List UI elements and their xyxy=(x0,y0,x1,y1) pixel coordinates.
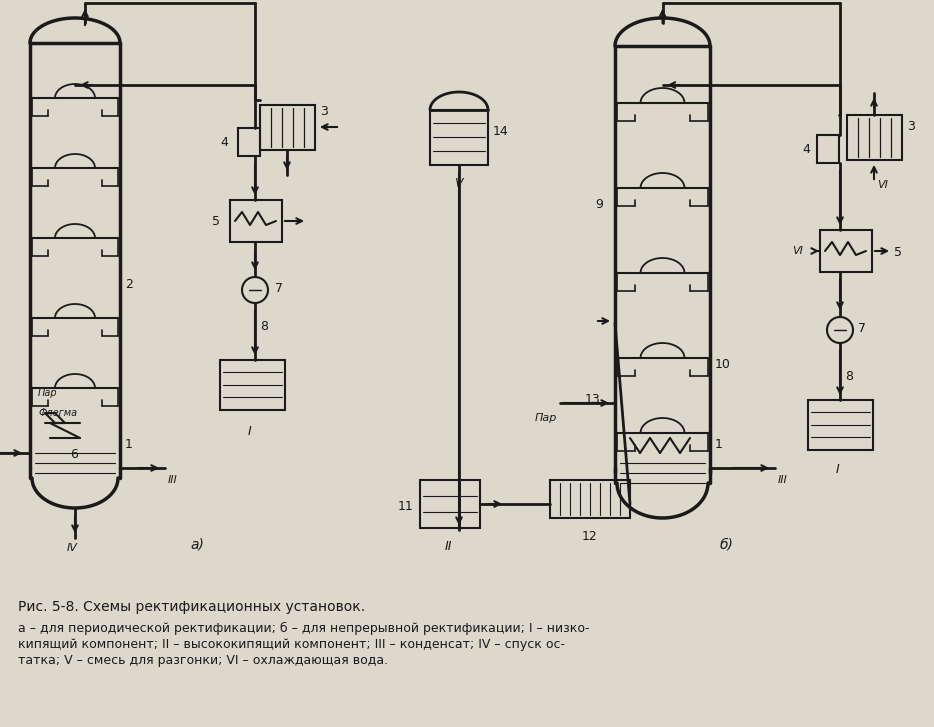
Text: 8: 8 xyxy=(845,370,853,383)
Bar xyxy=(260,105,315,150)
Text: 1: 1 xyxy=(715,438,723,451)
Text: 12: 12 xyxy=(582,530,598,543)
Circle shape xyxy=(827,317,853,343)
Text: 4: 4 xyxy=(220,136,228,149)
Text: Пар: Пар xyxy=(38,388,58,398)
Bar xyxy=(220,360,285,410)
Bar xyxy=(817,135,839,163)
Text: 4: 4 xyxy=(802,143,810,156)
Text: 6: 6 xyxy=(70,448,78,461)
Bar xyxy=(820,230,872,272)
Text: VI: VI xyxy=(792,246,803,256)
Text: 2: 2 xyxy=(125,278,133,291)
Text: а): а) xyxy=(190,538,204,552)
Text: 11: 11 xyxy=(398,500,414,513)
Text: IV: IV xyxy=(67,543,78,553)
Text: 3: 3 xyxy=(320,105,328,118)
Text: Рис. 5-8. Схемы ректификационных установок.: Рис. 5-8. Схемы ректификационных установ… xyxy=(18,600,365,614)
Text: Пар: Пар xyxy=(534,413,557,423)
Text: б): б) xyxy=(720,538,734,552)
Text: 13: 13 xyxy=(585,393,601,406)
Text: II: II xyxy=(445,540,452,553)
Text: VI: VI xyxy=(877,180,888,190)
Text: I: I xyxy=(836,463,840,476)
Text: 14: 14 xyxy=(493,125,509,138)
Bar xyxy=(430,110,488,165)
Text: 5: 5 xyxy=(894,246,902,259)
Text: 10: 10 xyxy=(715,358,731,371)
Text: 7: 7 xyxy=(275,282,283,295)
Bar xyxy=(238,128,260,156)
Text: а – для периодической ректификации; б – для непрерывной ректификации; I – низко-: а – для периодической ректификации; б – … xyxy=(18,622,589,635)
Text: III: III xyxy=(778,475,787,485)
Text: 3: 3 xyxy=(907,120,915,133)
Bar xyxy=(808,400,873,450)
Text: 8: 8 xyxy=(260,320,268,333)
Text: V: V xyxy=(454,177,462,190)
Text: I: I xyxy=(248,425,251,438)
Circle shape xyxy=(242,277,268,303)
Bar xyxy=(550,480,630,518)
Bar xyxy=(230,200,282,242)
Text: 5: 5 xyxy=(212,215,220,228)
Text: 7: 7 xyxy=(858,322,866,335)
Text: кипящий компонент; II – высококипящий компонент; III – конденсат; IV – спуск ос-: кипящий компонент; II – высококипящий ко… xyxy=(18,638,565,651)
Text: Флегма: Флегма xyxy=(38,408,78,418)
Bar xyxy=(847,115,902,160)
Bar xyxy=(420,480,480,528)
Text: татка; V – смесь для разгонки; VI – охлаждающая вода.: татка; V – смесь для разгонки; VI – охла… xyxy=(18,654,389,667)
Text: 1: 1 xyxy=(125,438,133,451)
Text: III: III xyxy=(168,475,177,485)
Text: 9: 9 xyxy=(595,198,602,211)
